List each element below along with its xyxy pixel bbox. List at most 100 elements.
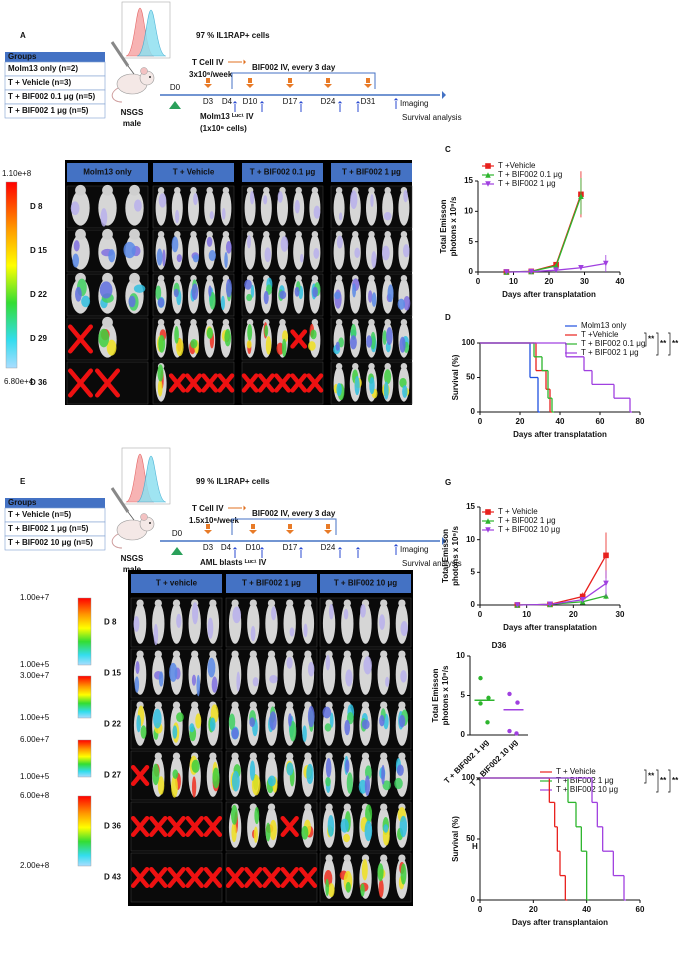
signal-blob bbox=[313, 248, 320, 259]
mouse-image-head bbox=[249, 752, 257, 760]
arrow-head bbox=[355, 101, 361, 104]
signal-blob bbox=[381, 764, 385, 785]
y-axis-label: photons x 10⁹/s bbox=[449, 196, 458, 256]
day-label: D 36 bbox=[30, 378, 47, 387]
mouse-image-head bbox=[380, 752, 388, 760]
mouse-image-head bbox=[384, 187, 391, 194]
mouse-image-head bbox=[335, 275, 343, 282]
day-label: D 22 bbox=[104, 720, 121, 729]
mouse-image bbox=[247, 603, 260, 644]
signal-blob bbox=[157, 364, 164, 382]
mouse-image-head bbox=[136, 650, 144, 658]
signal-blob bbox=[252, 677, 259, 687]
column-header-text: Molm13 only bbox=[83, 168, 132, 177]
histogram-label: 97 % IL1RAP+ cells bbox=[196, 31, 270, 40]
signal-blob bbox=[249, 191, 255, 205]
signal-blob bbox=[377, 863, 384, 882]
signal-blob bbox=[306, 763, 314, 785]
mouse-image bbox=[265, 603, 278, 644]
arrow-head bbox=[324, 530, 332, 534]
dead-mark bbox=[201, 373, 219, 393]
mouse-image-head bbox=[325, 803, 333, 811]
mouse-image bbox=[247, 654, 260, 695]
mouse-image-head bbox=[304, 599, 312, 607]
mouse-image-head bbox=[174, 231, 181, 238]
day-label: D10 bbox=[243, 97, 258, 106]
data-point bbox=[514, 731, 519, 736]
mouse-image-head bbox=[174, 275, 181, 282]
signal-blob bbox=[361, 719, 370, 730]
injection-arrow bbox=[366, 78, 370, 83]
signal-blob bbox=[206, 327, 214, 339]
signal-blob bbox=[349, 335, 357, 350]
x-tick-label: 10 bbox=[509, 277, 518, 286]
mouse-image-head bbox=[400, 363, 408, 370]
injection-arrow bbox=[326, 524, 330, 529]
mouse-image-head bbox=[172, 701, 181, 709]
group-label: T + BIF002 10 μg (n=5) bbox=[8, 538, 93, 547]
mouse-image-head bbox=[361, 650, 370, 658]
mouse-image bbox=[204, 190, 216, 226]
mouse-image-head bbox=[279, 319, 286, 326]
arrow-head bbox=[324, 84, 332, 88]
signal-blob bbox=[370, 194, 374, 207]
significance-label: ** bbox=[648, 772, 655, 781]
signal-blob bbox=[301, 825, 309, 840]
column-header bbox=[153, 163, 234, 182]
mouse-image-head bbox=[249, 599, 257, 607]
mouse-image-head bbox=[368, 231, 375, 238]
significance-bracket bbox=[644, 332, 647, 347]
mouse-image-head bbox=[206, 275, 213, 282]
signal-blob bbox=[398, 714, 406, 728]
arrow-head bbox=[393, 98, 399, 101]
day-label: D 29 bbox=[30, 334, 47, 343]
dead-mark bbox=[149, 815, 168, 838]
legend-label: T + BIF002 1 μg bbox=[498, 516, 556, 525]
signal-blob bbox=[399, 336, 406, 353]
table-header-text: Groups bbox=[8, 52, 37, 61]
data-point bbox=[578, 193, 584, 199]
signal-blob bbox=[371, 292, 377, 307]
mouse-image-head bbox=[352, 363, 359, 370]
signal-blob bbox=[174, 209, 180, 224]
day-label: D 36 bbox=[104, 822, 121, 831]
signal-blob bbox=[172, 725, 178, 739]
signal-blob bbox=[325, 878, 330, 897]
mouse-image-head bbox=[398, 854, 406, 862]
x-tick-label: 60 bbox=[636, 905, 645, 914]
signal-blob bbox=[224, 251, 228, 268]
scale-label: 2.00e+8 bbox=[20, 861, 50, 870]
signal-blob bbox=[269, 819, 277, 841]
color-scale bbox=[77, 795, 92, 867]
arrow-head bbox=[204, 530, 212, 534]
column-header bbox=[331, 163, 412, 182]
signal-blob bbox=[379, 714, 385, 727]
signal-blob bbox=[231, 727, 239, 740]
dead-mark bbox=[298, 866, 318, 889]
signal-blob bbox=[158, 193, 167, 208]
mouse-image-head bbox=[102, 184, 113, 196]
x-tick-label: 20 bbox=[569, 610, 578, 619]
x-tick-label: 80 bbox=[636, 417, 645, 426]
syringe bbox=[110, 41, 130, 67]
signal-blob bbox=[302, 725, 307, 743]
needle bbox=[127, 511, 135, 521]
y-tick-label: 10 bbox=[456, 651, 465, 660]
signal-blob bbox=[106, 339, 117, 356]
signal-blob bbox=[312, 286, 318, 298]
signal-blob bbox=[211, 676, 218, 693]
mouse-image-head bbox=[267, 650, 276, 658]
signal-blob bbox=[263, 195, 268, 205]
legend-label: T + BIF002 10 μg bbox=[556, 785, 618, 794]
mouse-image-head bbox=[352, 319, 359, 326]
legend-marker bbox=[485, 518, 491, 524]
signal-blob bbox=[403, 296, 411, 311]
tcell-label: T Cell IV bbox=[192, 504, 224, 513]
mouse-image-head bbox=[368, 363, 375, 370]
mouse-image-head bbox=[222, 187, 230, 194]
signal-blob bbox=[288, 713, 292, 727]
mouse-tail bbox=[111, 533, 123, 549]
signal-blob bbox=[128, 295, 136, 308]
signal-blob bbox=[152, 763, 160, 786]
